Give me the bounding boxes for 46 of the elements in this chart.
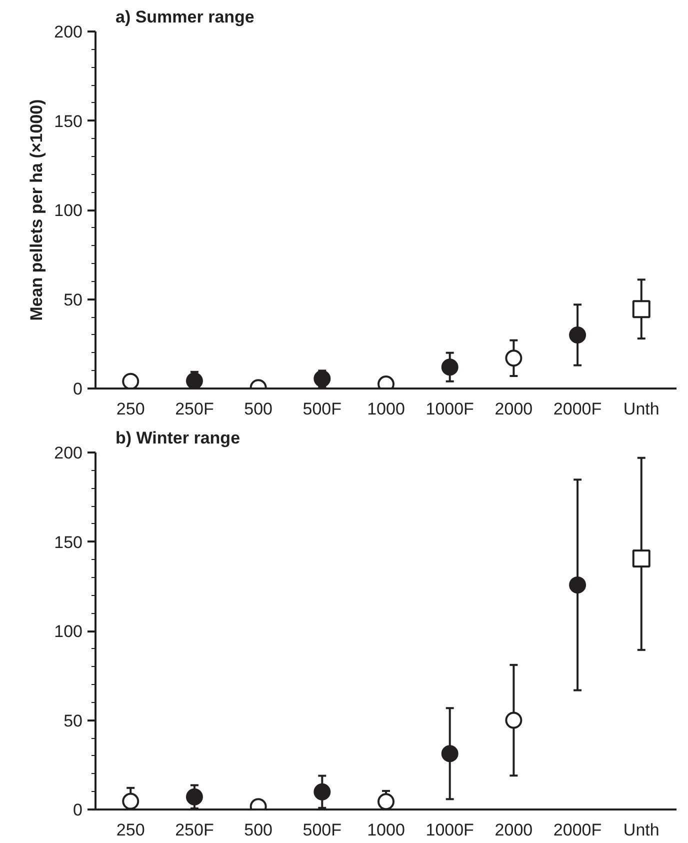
point	[632, 550, 650, 568]
point	[378, 793, 394, 810]
y-tick-label: 200	[54, 444, 83, 462]
x-tick-label: 1000F	[426, 400, 474, 418]
point	[186, 372, 203, 388]
y-axis-title: Mean pellets per ha (×1000)	[27, 99, 46, 321]
x-tick-label: Unth	[623, 400, 660, 418]
x-tick-label: 250	[116, 400, 145, 418]
y-tick-label: 0	[73, 380, 83, 398]
x-tick-label: 250	[116, 820, 145, 840]
x-tick-label: 250F	[175, 400, 214, 418]
y-tick-label: 150	[54, 112, 83, 131]
y-tick-label: 150	[54, 532, 83, 552]
x-tick-label: 2000	[494, 400, 533, 418]
point	[441, 358, 458, 376]
chart-title: a) Summer range	[116, 8, 254, 26]
y-tick-label: 0	[73, 800, 83, 820]
point	[569, 326, 586, 344]
x-tick-label: 2000	[494, 820, 533, 840]
point	[186, 788, 203, 806]
x-tick-label: 250F	[175, 820, 214, 840]
y-tick-label: 100	[54, 201, 83, 220]
x-tick-label: 500F	[302, 400, 342, 418]
point	[569, 576, 586, 594]
x-tick-label: 500F	[302, 820, 342, 840]
chart-title: b) Winter range	[116, 428, 240, 448]
y-tick-label: 50	[64, 711, 83, 730]
y-tick-label: 100	[54, 622, 83, 641]
x-tick-label: 2000F	[553, 820, 602, 840]
x-tick-label: Unth	[623, 820, 660, 840]
y-tick-label: 200	[54, 22, 83, 42]
x-tick-label: 500	[244, 820, 272, 840]
point	[505, 350, 522, 367]
point	[122, 372, 140, 388]
y-tick-label: 50	[64, 290, 83, 310]
x-tick-label: 1000F	[426, 820, 474, 840]
point	[441, 745, 458, 762]
point	[632, 300, 650, 318]
x-tick-label: 1000	[367, 400, 405, 418]
point	[122, 792, 140, 810]
point	[314, 783, 331, 800]
x-tick-label: 500	[244, 400, 272, 418]
point	[314, 370, 331, 388]
x-tick-label: 1000	[367, 820, 405, 840]
point	[505, 712, 522, 729]
x-tick-label: 2000F	[553, 400, 602, 418]
